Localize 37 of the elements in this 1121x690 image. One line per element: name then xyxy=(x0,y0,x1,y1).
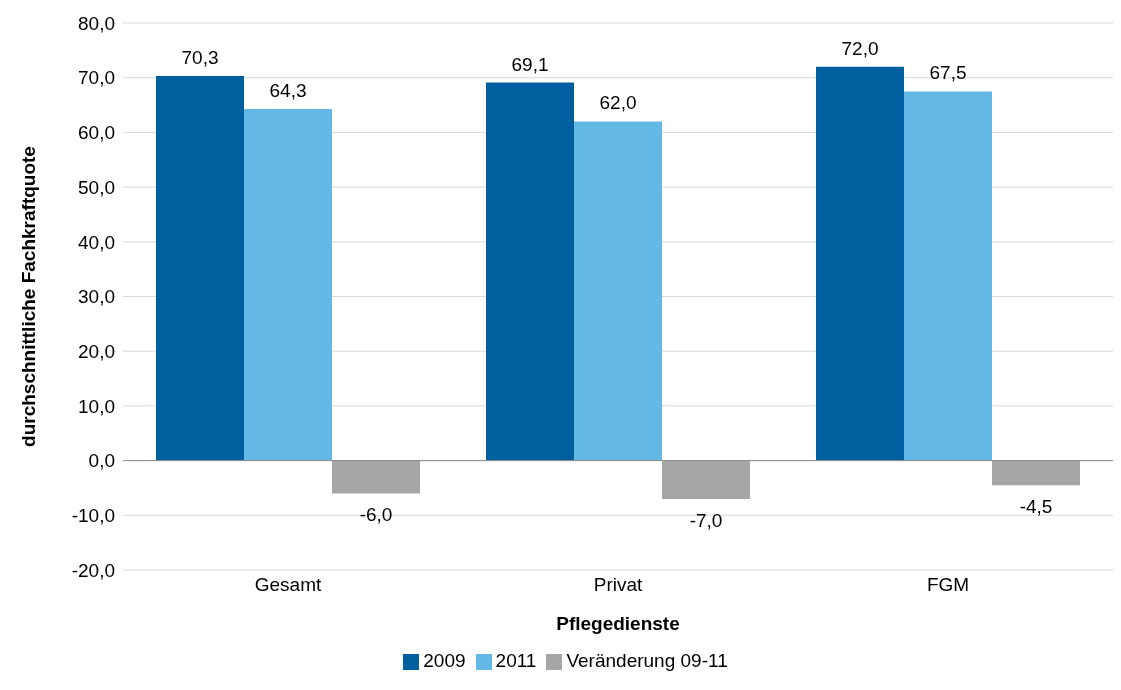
y-tick-label: 60,0 xyxy=(78,122,115,144)
legend-label: 2009 xyxy=(423,650,466,671)
bar xyxy=(662,460,750,499)
legend-label: Veränderung 09-11 xyxy=(566,650,728,671)
y-tick-label: 80,0 xyxy=(78,12,115,34)
bar xyxy=(904,91,992,461)
x-axis-title: Pflegedienste xyxy=(556,613,680,634)
y-tick-label: -20,0 xyxy=(71,559,115,581)
y-tick-label: 50,0 xyxy=(78,176,115,198)
x-tick-label: Privat xyxy=(593,574,643,596)
bar xyxy=(486,82,574,461)
data-label: -7,0 xyxy=(689,509,723,531)
y-tick-label: 30,0 xyxy=(78,286,115,308)
x-tick-label: FGM xyxy=(926,574,970,596)
y-axis-title: durchschnittliche Fachkraftquote xyxy=(17,146,39,447)
y-tick-label: 0,0 xyxy=(88,450,115,472)
y-tick-label: 10,0 xyxy=(78,395,115,417)
data-label: 67,5 xyxy=(929,62,967,84)
bar xyxy=(574,121,662,461)
data-label: 72,0 xyxy=(841,37,879,59)
data-label: 70,3 xyxy=(181,47,219,69)
y-tick-label: 20,0 xyxy=(78,340,115,362)
data-label: 69,1 xyxy=(511,53,549,75)
bar xyxy=(816,66,904,461)
bar xyxy=(332,460,420,494)
data-label: 64,3 xyxy=(269,79,307,101)
x-tick-label: Gesamt xyxy=(254,574,322,596)
y-tick-label: -10,0 xyxy=(71,505,115,527)
data-label: -6,0 xyxy=(359,504,393,526)
bar xyxy=(244,108,332,461)
y-tick-label: 40,0 xyxy=(78,231,115,253)
y-tick-label: 70,0 xyxy=(78,67,115,89)
bar xyxy=(992,460,1080,486)
data-label: 62,0 xyxy=(599,92,637,114)
bar xyxy=(156,76,244,461)
legend-label: 2011 xyxy=(495,650,537,671)
data-label: -4,5 xyxy=(1019,496,1053,518)
